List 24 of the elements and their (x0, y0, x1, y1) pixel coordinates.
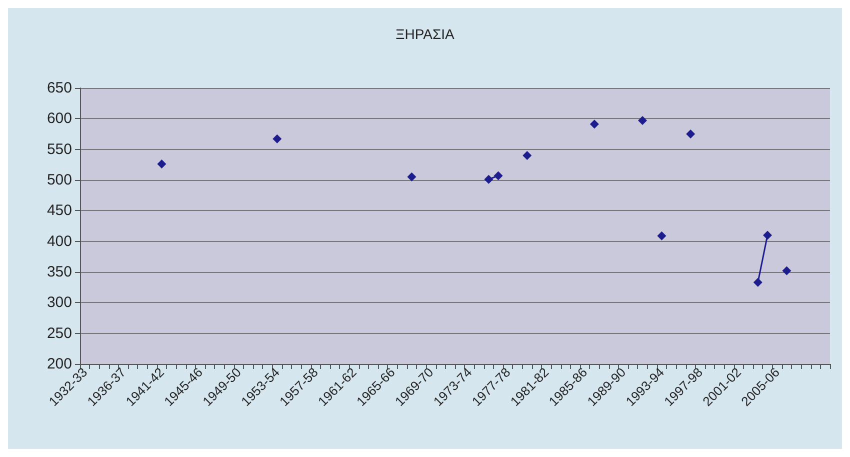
point (638, 116, 647, 126)
y-tick-label: 350 (46, 264, 72, 280)
point (272, 134, 282, 144)
y-tick-label: 550 (46, 140, 72, 158)
point (782, 266, 792, 276)
y-tick-label: 600 (46, 110, 72, 128)
point (522, 150, 532, 160)
point (494, 171, 503, 180)
point (484, 174, 494, 184)
chart-title: ΞΗΡΑΣΙΑ (396, 26, 456, 42)
point (753, 278, 762, 287)
y-tick-label: 500 (46, 172, 72, 188)
y-tick-label: 650 (46, 80, 72, 96)
y-tick-label: 400 (46, 232, 72, 250)
point (590, 120, 599, 129)
y-tick-label: 200 (46, 356, 72, 372)
y-tick-label: 450 (46, 202, 72, 220)
y-tick-label: 300 (46, 294, 72, 312)
y-tick-label: 250 (46, 324, 72, 342)
point (657, 231, 666, 240)
point (763, 230, 772, 240)
point (407, 172, 416, 182)
point (157, 160, 166, 169)
point (686, 130, 696, 138)
